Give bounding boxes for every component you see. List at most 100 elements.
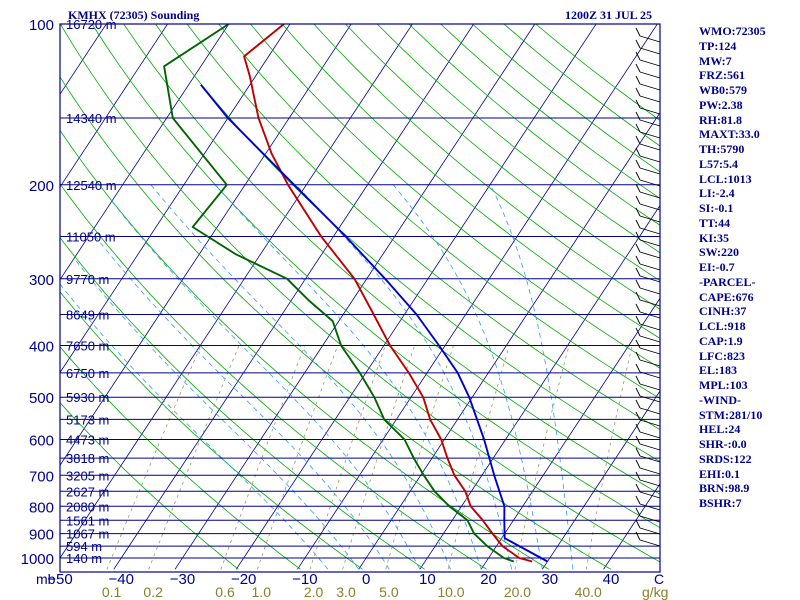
mixing-ratio-line (342, 345, 416, 570)
wind-barb (639, 371, 661, 379)
index-line: CAPE:676 (699, 289, 754, 304)
wind-barb (635, 171, 641, 181)
wind-barb (639, 287, 661, 295)
height-label: 2627 m (66, 484, 109, 499)
wind-barb (635, 363, 641, 373)
wind-barb (635, 423, 641, 433)
moist-adiabat-line (490, 184, 574, 570)
wind-barb (635, 147, 641, 157)
wind-barb (635, 519, 641, 529)
index-line: CINH:37 (699, 304, 747, 319)
wind-barb (639, 431, 661, 439)
wind-barb (635, 87, 641, 97)
wind-barb (635, 195, 641, 205)
index-line: TH:5790 (699, 142, 745, 156)
height-label: 4473 m (66, 433, 109, 448)
mixing-ratio-tick-label: 20.0 (504, 584, 531, 600)
temperature-axis-unit: C (654, 571, 664, 587)
dry-adiabat-line (60, 237, 425, 570)
height-label: 2080 m (66, 499, 109, 514)
pressure-tick-label: 200 (29, 178, 54, 195)
index-line: FRZ:561 (699, 68, 745, 83)
wind-barb (635, 255, 641, 265)
stability-indices-panel: WMO:72305 TP:124 MW:7 FRZ:561 WB0:579 PW:2.38… (699, 24, 799, 511)
index-line: WB0:579 (699, 83, 747, 97)
index-line: MPL:103 (699, 378, 748, 392)
wind-barb (639, 263, 661, 271)
index-line: TT:44 (699, 215, 731, 230)
wind-barb (639, 227, 661, 235)
index-line: LI:-2.4 (699, 186, 735, 201)
sounding-profiles (163, 24, 548, 563)
isotherm-line (358, 112, 660, 570)
wind-barb (635, 447, 641, 457)
height-label: 140 m (66, 551, 102, 566)
temperature-tick-label: 20 (480, 571, 497, 588)
wind-barb (639, 95, 661, 103)
isobar-lines (60, 23, 660, 559)
pressure-tick-label: 400 (29, 339, 54, 356)
index-line: EHI:0.1 (699, 466, 741, 481)
isotherm-line (419, 204, 660, 570)
wind-barb (639, 335, 661, 343)
temperature-tick-label: −20 (231, 571, 256, 588)
mixing-ratio-axis-unit: g/kg (642, 584, 668, 600)
mixing-ratio-tick-label: 0.1 (102, 584, 122, 600)
index-line: L57:5.4 (699, 156, 738, 171)
index-line: MW:7 (699, 53, 732, 68)
moist-adiabat-line (73, 258, 360, 570)
index-line: LCL:1013 (699, 171, 752, 186)
height-label: 594 m (66, 539, 102, 554)
wind-barb (635, 435, 641, 445)
height-label: 6750 m (66, 366, 109, 381)
wind-barb (639, 539, 661, 547)
wind-barb (639, 275, 661, 283)
wind-barb (635, 27, 641, 37)
wind-barb (635, 279, 641, 289)
wind-barb (635, 243, 641, 253)
wind-barb (639, 479, 661, 487)
index-line: BSHR:7 (699, 496, 742, 510)
wind-barb (635, 63, 641, 73)
temperature-tick-label: −30 (170, 571, 195, 588)
wind-barb (635, 159, 641, 169)
index-line: RH:81.8 (699, 112, 742, 127)
wind-barb (635, 351, 641, 361)
wind-barb (639, 47, 661, 55)
moist-adiabat-line (392, 184, 543, 570)
height-label: 3205 m (66, 468, 109, 483)
wind-barb (639, 503, 661, 511)
wind-barb (635, 375, 641, 385)
wind-barb (639, 131, 661, 139)
index-line: WMO:72305 (699, 24, 766, 38)
mixing-ratio-tick-label: 0.6 (215, 584, 235, 600)
index-line: -WIND- (699, 392, 741, 407)
index-line: TP:124 (699, 38, 737, 53)
wind-barb (635, 531, 641, 541)
wind-barb (639, 71, 661, 79)
moist-adiabat-line (111, 201, 421, 570)
height-label: 9770 m (66, 272, 109, 287)
pressure-tick-label: 800 (29, 499, 54, 516)
isotherm-line (113, 24, 475, 570)
plot-frame (59, 23, 661, 573)
wind-barb (635, 51, 641, 61)
mixing-ratio-tick-label: 10.0 (437, 584, 464, 600)
height-label: 8649 m (66, 308, 109, 323)
wind-barb (635, 483, 641, 493)
wind-barb (639, 299, 661, 307)
dry-adiabat-line (60, 401, 239, 570)
wind-barb (635, 507, 641, 517)
wind-barb (639, 119, 661, 127)
index-line: STM:281/10 (699, 407, 763, 422)
temperature-tick-label: −10 (292, 571, 317, 588)
pressure-tick-label: 600 (29, 433, 54, 450)
wind-barb (639, 467, 661, 475)
dry-adiabat-line (60, 346, 301, 570)
wind-barb (639, 191, 661, 199)
wind-barb (635, 135, 641, 145)
wind-barb (635, 231, 641, 241)
height-label: 14340 m (66, 111, 117, 126)
mixing-ratio-tick-label: 5.0 (379, 584, 399, 600)
wind-barb (639, 527, 661, 535)
